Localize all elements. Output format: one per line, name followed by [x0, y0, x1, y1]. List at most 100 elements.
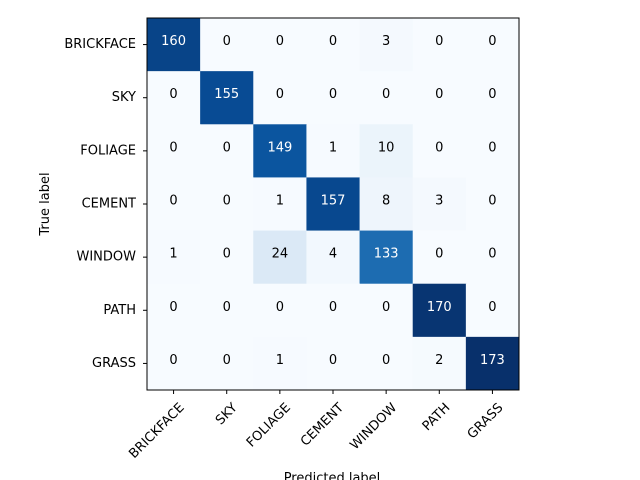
- cell-value-label: 1: [276, 353, 284, 368]
- heatmap-cell: [147, 283, 201, 338]
- y-tick-label: SKY: [112, 90, 136, 105]
- cell-value-label: 1: [329, 140, 337, 155]
- heatmap-cell: [200, 336, 254, 391]
- cell-value-label: 0: [276, 34, 284, 49]
- heatmap-cell: [306, 177, 361, 232]
- cell-value-label: 0: [488, 247, 496, 262]
- cell-value-label: 0: [435, 140, 443, 155]
- heatmap-cell: [253, 283, 307, 338]
- x-tick-label: SKY: [213, 400, 241, 428]
- x-tick-label: WINDOW: [348, 400, 401, 453]
- cell-value-label: 155: [214, 87, 239, 102]
- cell-value-label: 0: [329, 300, 337, 315]
- heatmap-cell: [306, 283, 361, 338]
- cell-value-label: 149: [267, 140, 292, 155]
- cell-value-label: 0: [382, 353, 390, 368]
- heatmap-cell: [412, 230, 467, 285]
- heatmap-cell: [147, 124, 201, 178]
- heatmap-cell: [306, 230, 361, 285]
- y-axis-title: True label: [38, 172, 53, 236]
- heatmap-cell: [465, 177, 520, 232]
- heatmap-cell: [200, 177, 254, 232]
- y-tick-label: WINDOW: [76, 250, 136, 265]
- x-axis-ticks: BRICKFACE SKY FOLIAGE CEMENT WINDOW PATH GRASS: [126, 390, 506, 462]
- cell-value-label: 0: [435, 87, 443, 102]
- heatmap-cell: [200, 230, 254, 285]
- cell-value-label: 0: [169, 300, 177, 315]
- heatmap-cell: [200, 18, 254, 72]
- cell-value-label: 0: [329, 34, 337, 49]
- cell-value-label: 4: [329, 247, 337, 262]
- cell-value-label: 24: [272, 247, 289, 262]
- cell-value-label: 0: [169, 353, 177, 368]
- cell-value-label: 157: [321, 194, 346, 209]
- cell-value-label: 0: [169, 87, 177, 102]
- cell-value-label: 3: [382, 34, 390, 49]
- heatmap-cell: [147, 177, 201, 232]
- heatmap-cell: [359, 177, 414, 232]
- x-axis-title: Predicted label: [284, 471, 381, 480]
- heatmap-cell: [359, 283, 414, 338]
- cell-value-label: 0: [223, 300, 231, 315]
- cell-value-label: 0: [435, 34, 443, 49]
- cell-value-label: 0: [276, 300, 284, 315]
- cell-value-label: 0: [223, 353, 231, 368]
- heatmap-cell: [465, 230, 520, 285]
- heatmap-cell: [147, 230, 201, 285]
- cell-value-label: 0: [329, 353, 337, 368]
- heatmap-cell: [253, 336, 307, 391]
- cell-value-label: 0: [382, 87, 390, 102]
- cell-value-label: 173: [480, 353, 505, 368]
- heatmap-cell: [306, 336, 361, 391]
- x-tick-label: GRASS: [465, 400, 507, 442]
- cell-value-label: 0: [488, 34, 496, 49]
- cell-value-label: 133: [374, 247, 399, 262]
- heatmap-cell: [253, 124, 307, 178]
- y-tick-label: CEMENT: [82, 197, 136, 212]
- cell-value-label: 0: [169, 140, 177, 155]
- cell-value-label: 0: [488, 140, 496, 155]
- heatmap-cell: [412, 177, 467, 232]
- cell-value-label: 0: [169, 194, 177, 209]
- heatmap-cell: [147, 71, 201, 125]
- heatmap-cell: [306, 18, 361, 72]
- heatmap-cell: [359, 124, 414, 178]
- cell-value-label: 0: [382, 300, 390, 315]
- heatmap-cell: [200, 283, 254, 338]
- heatmap-cell: [465, 336, 520, 391]
- x-tick-label: BRICKFACE: [126, 400, 187, 461]
- heatmap-cell: [200, 124, 254, 178]
- cell-value-label: 170: [427, 300, 452, 315]
- heatmap-cells: 160 0 0 0 3 0 00 155 0 0 0 0 00 0 149 1 10 0 00 0 1 157 8 3 01 0 2…: [147, 18, 520, 391]
- heatmap-cell: [359, 230, 414, 285]
- y-tick-label: BRICKFACE: [64, 37, 136, 52]
- heatmap-cell: [306, 71, 361, 125]
- heatmap-cell: [253, 230, 307, 285]
- heatmap-cell: [147, 18, 201, 72]
- cell-value-label: 0: [276, 87, 284, 102]
- heatmap-cell: [465, 18, 520, 72]
- cell-value-label: 0: [223, 140, 231, 155]
- heatmap-cell: [412, 18, 467, 72]
- cell-value-label: 1: [169, 247, 177, 262]
- cell-value-label: 1: [276, 194, 284, 209]
- heatmap-cell: [253, 177, 307, 232]
- cell-value-label: 0: [488, 87, 496, 102]
- heatmap-cell: [465, 71, 520, 125]
- x-tick-label: PATH: [420, 400, 454, 434]
- heatmap-cell: [412, 124, 467, 178]
- cell-value-label: 160: [161, 34, 186, 49]
- cell-value-label: 0: [488, 300, 496, 315]
- cell-value-label: 0: [223, 194, 231, 209]
- cell-value-label: 0: [488, 194, 496, 209]
- y-tick-label: FOLIAGE: [80, 143, 136, 158]
- heatmap-cell: [412, 336, 467, 391]
- cell-value-label: 0: [223, 34, 231, 49]
- cell-value-label: 2: [435, 353, 443, 368]
- cell-value-label: 8: [382, 194, 390, 209]
- heatmap-cell: [359, 336, 414, 391]
- heatmap-cell: [253, 71, 307, 125]
- heatmap-cell: [200, 71, 254, 125]
- cell-value-label: 0: [223, 247, 231, 262]
